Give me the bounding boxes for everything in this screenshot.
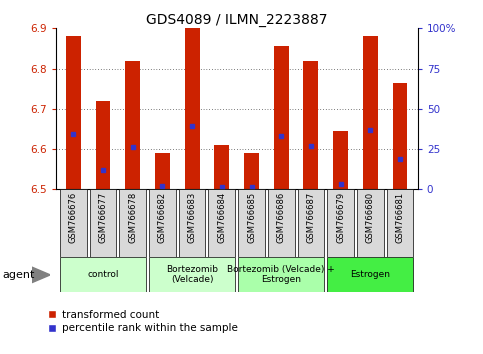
- Bar: [119, 189, 146, 257]
- Bar: [393, 83, 407, 189]
- Text: GSM766678: GSM766678: [128, 192, 137, 242]
- Bar: [96, 101, 111, 189]
- Text: GSM766687: GSM766687: [306, 192, 315, 242]
- Text: GSM766681: GSM766681: [396, 192, 404, 242]
- Text: control: control: [87, 270, 119, 279]
- Text: GSM766684: GSM766684: [217, 192, 227, 242]
- Bar: [149, 257, 235, 292]
- Bar: [179, 189, 205, 257]
- Bar: [209, 189, 235, 257]
- Bar: [327, 189, 354, 257]
- Bar: [268, 189, 295, 257]
- Bar: [244, 153, 259, 189]
- Text: GSM766683: GSM766683: [187, 192, 197, 242]
- Legend: transformed count, percentile rank within the sample: transformed count, percentile rank withi…: [44, 306, 242, 338]
- Text: Bortezomib
(Velcade): Bortezomib (Velcade): [166, 265, 218, 284]
- Text: Bortezomib (Velcade) +
Estrogen: Bortezomib (Velcade) + Estrogen: [227, 265, 335, 284]
- Text: GSM766686: GSM766686: [277, 192, 286, 242]
- Bar: [66, 36, 81, 189]
- Text: Estrogen: Estrogen: [350, 270, 390, 279]
- Bar: [214, 145, 229, 189]
- Bar: [303, 61, 318, 189]
- Text: agent: agent: [2, 270, 35, 280]
- Text: GSM766680: GSM766680: [366, 192, 375, 242]
- Bar: [333, 131, 348, 189]
- Bar: [363, 36, 378, 189]
- Title: GDS4089 / ILMN_2223887: GDS4089 / ILMN_2223887: [146, 13, 327, 27]
- Polygon shape: [32, 267, 50, 282]
- Text: GSM766679: GSM766679: [336, 192, 345, 242]
- Text: GSM766677: GSM766677: [99, 192, 108, 242]
- Bar: [125, 61, 140, 189]
- Text: GSM766685: GSM766685: [247, 192, 256, 242]
- Bar: [274, 46, 289, 189]
- Bar: [155, 153, 170, 189]
- Bar: [60, 189, 87, 257]
- Bar: [60, 257, 146, 292]
- Bar: [238, 257, 324, 292]
- Text: GSM766676: GSM766676: [69, 192, 78, 242]
- Bar: [298, 189, 324, 257]
- Bar: [185, 28, 199, 189]
- Bar: [90, 189, 116, 257]
- Bar: [386, 189, 413, 257]
- Bar: [238, 189, 265, 257]
- Text: GSM766682: GSM766682: [158, 192, 167, 242]
- Bar: [357, 189, 384, 257]
- Bar: [149, 189, 176, 257]
- Bar: [327, 257, 413, 292]
